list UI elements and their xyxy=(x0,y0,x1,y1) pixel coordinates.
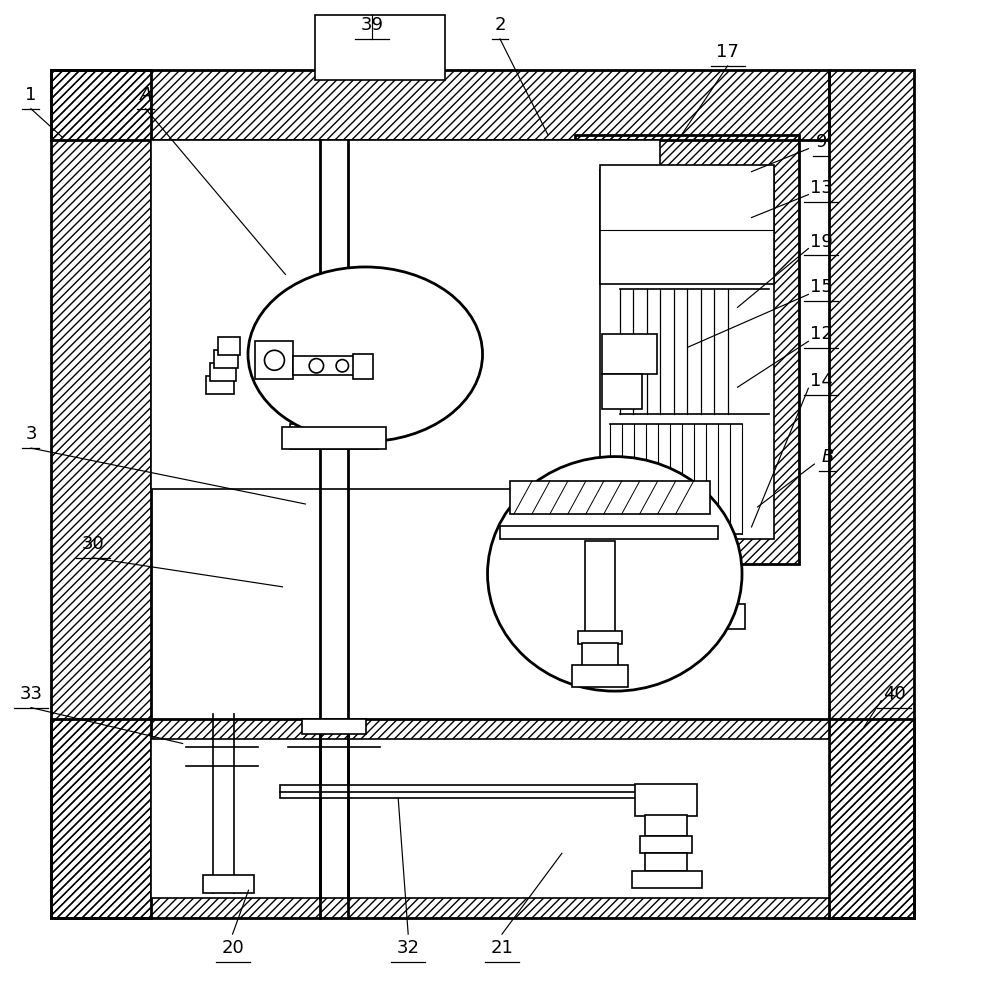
Bar xyxy=(151,739,829,898)
Bar xyxy=(600,165,774,284)
Text: 1: 1 xyxy=(25,86,37,104)
Bar xyxy=(353,354,373,379)
Ellipse shape xyxy=(488,457,742,692)
Bar xyxy=(151,140,660,489)
Bar xyxy=(585,541,615,634)
Bar xyxy=(218,337,240,355)
Text: 12: 12 xyxy=(810,325,833,343)
Bar xyxy=(602,334,657,374)
Text: 15: 15 xyxy=(810,278,833,296)
Bar xyxy=(51,70,829,140)
Text: 13: 13 xyxy=(810,179,833,197)
Bar xyxy=(632,871,702,888)
Bar xyxy=(293,356,355,375)
Text: 30: 30 xyxy=(81,535,104,553)
Bar xyxy=(290,424,378,449)
Bar xyxy=(629,604,745,629)
Text: 39: 39 xyxy=(361,16,384,34)
Bar xyxy=(282,427,386,449)
Bar xyxy=(575,135,799,564)
Text: 40: 40 xyxy=(883,685,906,703)
Bar xyxy=(500,526,718,539)
Text: 14: 14 xyxy=(810,372,833,390)
Text: 3: 3 xyxy=(25,425,37,443)
Text: 20: 20 xyxy=(221,939,244,957)
Bar xyxy=(602,374,642,409)
Bar xyxy=(210,363,236,381)
Text: 19: 19 xyxy=(810,233,833,250)
Bar xyxy=(635,784,697,816)
Bar xyxy=(255,341,293,379)
Bar xyxy=(600,170,774,539)
Text: 17: 17 xyxy=(716,43,739,61)
Circle shape xyxy=(336,359,349,372)
Bar xyxy=(645,815,687,836)
Bar xyxy=(315,15,445,80)
Bar xyxy=(203,875,254,893)
Bar xyxy=(640,836,692,853)
Text: 32: 32 xyxy=(397,939,420,957)
Text: 9: 9 xyxy=(816,133,827,151)
Bar xyxy=(51,719,914,918)
Text: 21: 21 xyxy=(491,939,513,957)
Bar xyxy=(572,665,628,687)
Bar xyxy=(214,350,238,368)
Bar xyxy=(829,70,914,918)
Bar xyxy=(510,481,710,514)
Bar xyxy=(280,785,640,798)
Bar xyxy=(578,631,622,644)
Ellipse shape xyxy=(248,266,483,441)
Bar xyxy=(582,643,618,666)
Text: B: B xyxy=(821,448,834,466)
Text: 33: 33 xyxy=(19,685,42,703)
Bar xyxy=(645,853,687,871)
Text: 2: 2 xyxy=(494,16,506,34)
Text: A: A xyxy=(140,86,152,104)
Circle shape xyxy=(309,358,324,373)
Bar xyxy=(302,719,366,734)
Bar xyxy=(51,70,151,918)
Circle shape xyxy=(264,350,284,370)
Bar xyxy=(206,376,234,394)
